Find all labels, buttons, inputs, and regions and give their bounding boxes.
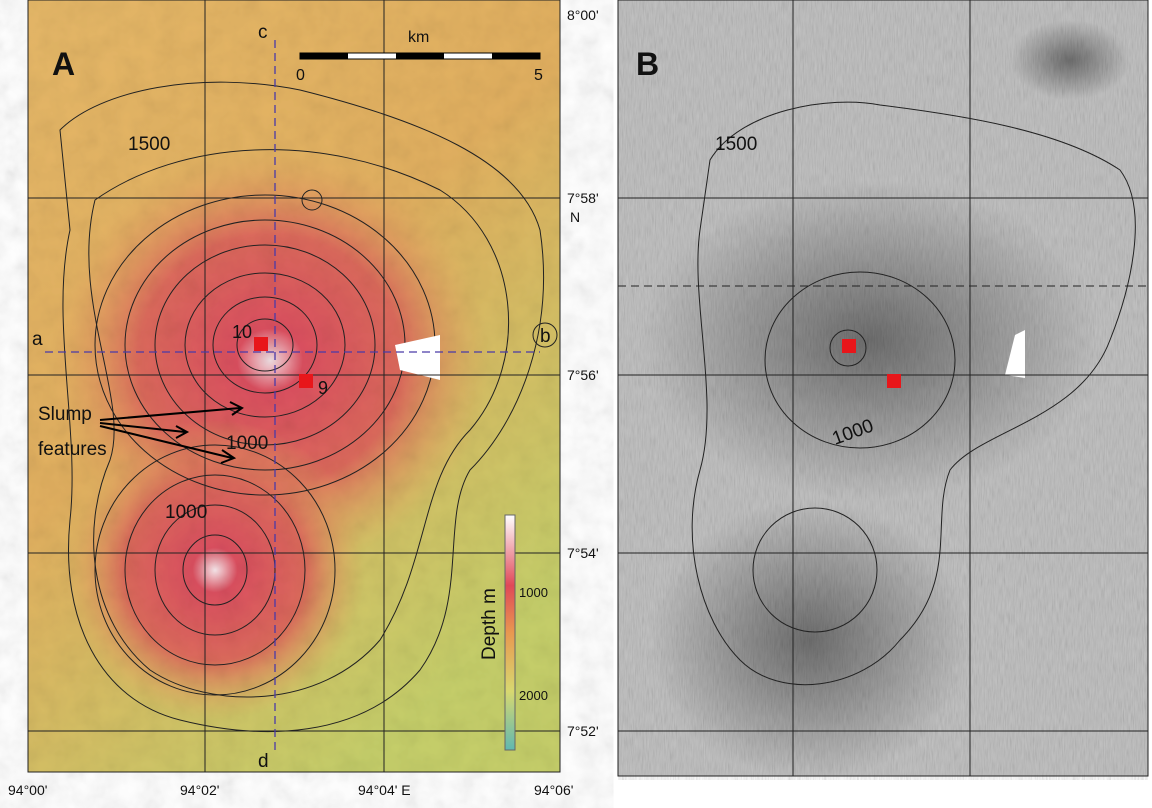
map-shape — [650, 500, 970, 780]
profile-label: b — [540, 326, 551, 347]
panel-label: A — [52, 46, 75, 82]
latitude-label: 7°56' — [567, 367, 599, 383]
site-marker — [299, 374, 313, 388]
scale-unit: km — [408, 29, 429, 46]
colorbar-title: Depth m — [479, 588, 500, 660]
colorbar — [505, 515, 515, 750]
latitude-label: 8°00' — [567, 7, 599, 23]
scale-label: 0 — [296, 67, 305, 84]
site-marker — [887, 374, 901, 388]
figure: A c d a b km 0 5 1500 1000 1000 10 9 Slu… — [0, 0, 1152, 808]
contour-label: 1000 — [165, 502, 207, 523]
panel-b: B 1500 1000 — [618, 0, 1148, 780]
site-marker — [254, 337, 268, 351]
annotation: Slump — [38, 404, 92, 425]
longitude-label: 94°04' E — [358, 782, 411, 798]
map-shape — [492, 53, 540, 59]
site-label: 9 — [318, 378, 328, 398]
map-shape — [300, 53, 348, 59]
contour-label: 1000 — [226, 433, 268, 454]
panel-a: A c d a b km 0 5 1500 1000 1000 10 9 Slu… — [28, 0, 560, 772]
latitude-label: N — [570, 209, 580, 225]
site-label: 10 — [232, 322, 252, 342]
sidescan-image — [618, 0, 1148, 780]
longitude-label: 94°00' — [8, 782, 47, 798]
scale-label: 5 — [534, 67, 543, 84]
map-shape — [640, 180, 1100, 500]
latitude-label: 7°54' — [567, 545, 599, 561]
site-marker — [842, 339, 856, 353]
colorbar-tick: 1000 — [519, 585, 548, 600]
longitude-label: 94°06' — [534, 782, 573, 798]
profile-label: d — [258, 751, 269, 772]
latitude-label: 7°58' — [567, 190, 599, 206]
longitude-label: 94°02' — [180, 782, 219, 798]
annotation: features — [38, 439, 107, 460]
map-shape — [65, 420, 365, 720]
profile-label: c — [258, 22, 268, 43]
latitude-label: 7°52' — [567, 723, 599, 739]
colorbar-tick: 2000 — [519, 688, 548, 703]
map-shape — [1010, 20, 1130, 100]
map-shape — [396, 53, 444, 59]
profile-label: a — [32, 329, 43, 350]
contour-label: 1500 — [128, 134, 170, 155]
contour-label: 1500 — [715, 134, 757, 155]
panel-label: B — [636, 46, 659, 82]
